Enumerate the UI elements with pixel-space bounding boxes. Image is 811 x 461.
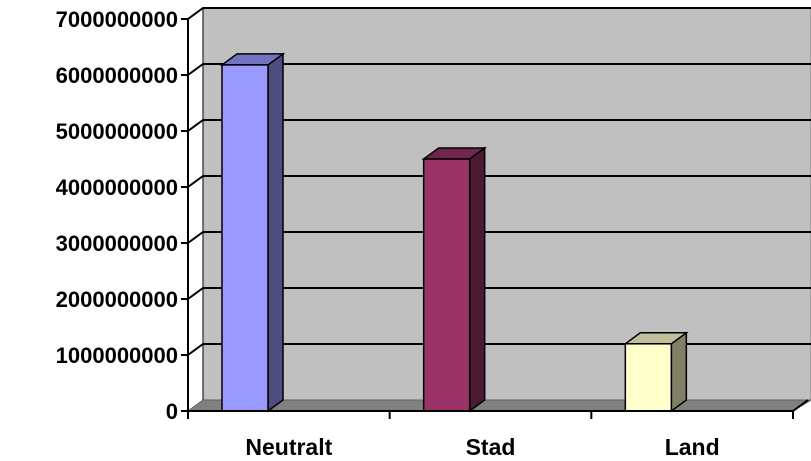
bar-front [422,158,471,412]
y-tick-label: 7000000000 [56,7,178,32]
x-axis-depth [792,399,809,412]
bar-neutralt [219,52,286,413]
bar-side [267,52,284,413]
bar-front [221,64,269,412]
bar-side [670,331,688,413]
bars [219,52,689,413]
x-tick-label: Neutralt [245,434,332,460]
bar-front [624,343,673,412]
bar-side [468,146,486,413]
axis-labels: 0 1000000000 2000000000 3000000000 400000000… [56,7,720,460]
y-tick-label: 3000000000 [56,231,178,256]
y-tick-label: 2000000000 [56,287,178,312]
y-tick-label: 4000000000 [56,175,178,200]
back-wall [202,7,811,401]
x-tick-label: Land [665,434,720,460]
bar-stad [421,146,487,413]
y-tick-label: 1000000000 [56,343,178,368]
y-tick-label: 5000000000 [56,119,178,144]
y-tick-label: 0 [166,399,178,424]
bar-land [623,331,689,413]
y-tick-label: 6000000000 [56,63,178,88]
x-tick-label: Stad [466,434,516,460]
axes [181,8,809,419]
